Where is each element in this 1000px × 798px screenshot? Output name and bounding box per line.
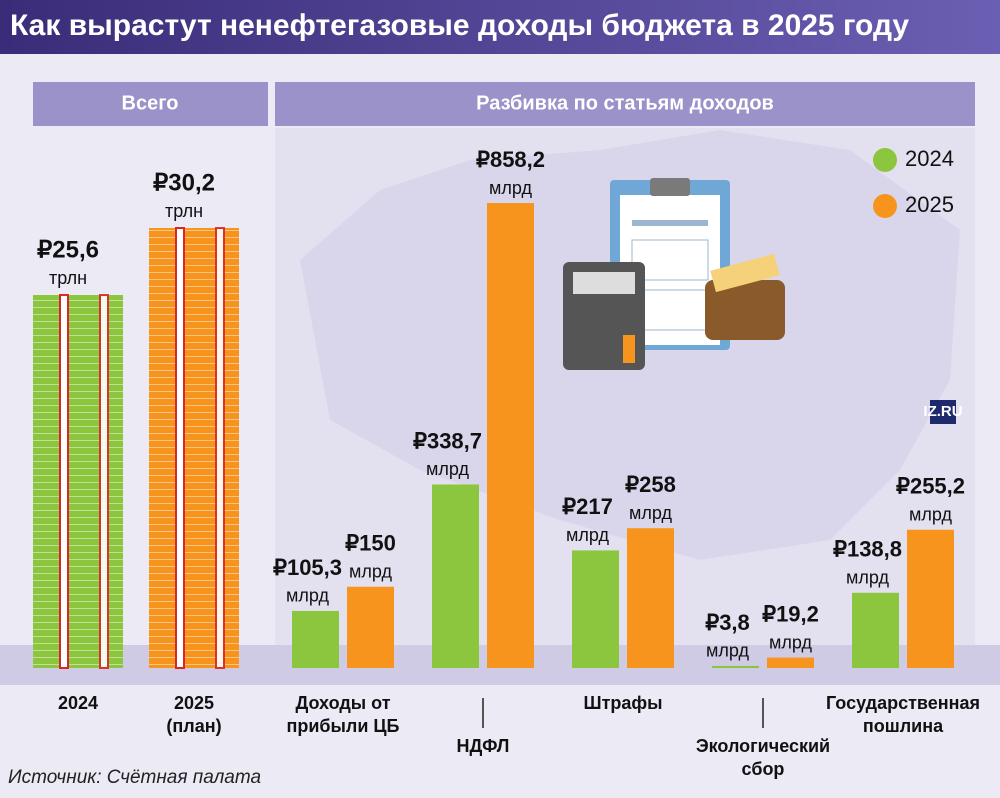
- x-tick-label: Доходы от прибыли ЦБ: [286, 693, 400, 736]
- panel-header: [275, 82, 975, 126]
- unit-label: млрд: [286, 586, 329, 606]
- unit-label: млрд: [426, 459, 469, 479]
- value-label: ₽258: [625, 472, 676, 497]
- bar-texture: [149, 228, 239, 668]
- unit-label: трлн: [49, 268, 87, 288]
- bar: [907, 529, 954, 668]
- panel-title: Всего: [122, 92, 179, 114]
- value-label: ₽150: [345, 531, 396, 556]
- value-label: ₽858,2: [476, 147, 545, 172]
- bar: [432, 484, 479, 668]
- bar: [767, 657, 814, 668]
- bar: [572, 550, 619, 668]
- unit-label: млрд: [566, 525, 609, 545]
- value-label: ₽217: [562, 494, 613, 519]
- band-stripe: [59, 294, 69, 669]
- title: Как вырастут ненефтегазовые доходы бюдже…: [10, 9, 909, 42]
- unit-label: млрд: [349, 561, 392, 581]
- value-label: ₽25,6: [37, 236, 99, 263]
- legend-marker: [873, 148, 897, 172]
- band-stripe: [99, 294, 109, 669]
- x-tick-label: Штрафы: [583, 693, 663, 713]
- unit-label: млрд: [909, 504, 952, 524]
- bar: [347, 586, 394, 668]
- bar: [292, 610, 339, 668]
- value-label: ₽255,2: [896, 474, 965, 499]
- source: Источник: Счётная палата: [8, 767, 261, 788]
- bar: [487, 203, 534, 668]
- value-label: ₽138,8: [833, 537, 902, 562]
- panel-header: [33, 82, 268, 126]
- value-label: ₽105,3: [273, 555, 342, 580]
- panel-title: Разбивка по статьям доходов: [476, 92, 774, 114]
- x-tick-label: НДФЛ: [456, 736, 510, 756]
- value-label: ₽3,8: [705, 610, 750, 635]
- unit-label: млрд: [706, 641, 749, 661]
- bar: [852, 592, 899, 668]
- x-tick-label: Экологический сбор: [695, 736, 831, 779]
- band-stripe: [175, 227, 185, 669]
- bar: [712, 665, 759, 668]
- illustration: IZ.RU: [563, 178, 963, 424]
- title-bar: [0, 0, 1000, 54]
- value-label: ₽19,2: [762, 601, 819, 626]
- bar-texture: [33, 295, 123, 668]
- bar: [627, 528, 674, 668]
- x-tick-label: Государственная пошлина: [826, 693, 980, 736]
- unit-label: млрд: [489, 178, 532, 198]
- unit-label: млрд: [629, 503, 672, 523]
- legend-label: 2024: [905, 146, 954, 171]
- x-tick-label: 2024: [57, 693, 99, 713]
- value-label: ₽30,2: [153, 169, 215, 196]
- x-tick-label: 2025 (план): [166, 693, 222, 736]
- legend-label: 2025: [905, 192, 954, 217]
- legend-marker: [873, 194, 897, 218]
- unit-label: млрд: [846, 568, 889, 588]
- unit-label: трлн: [165, 201, 203, 221]
- band-stripe: [215, 227, 225, 669]
- value-label: ₽338,7: [413, 428, 482, 453]
- unit-label: млрд: [769, 632, 812, 652]
- logo: IZ.RU: [923, 403, 962, 420]
